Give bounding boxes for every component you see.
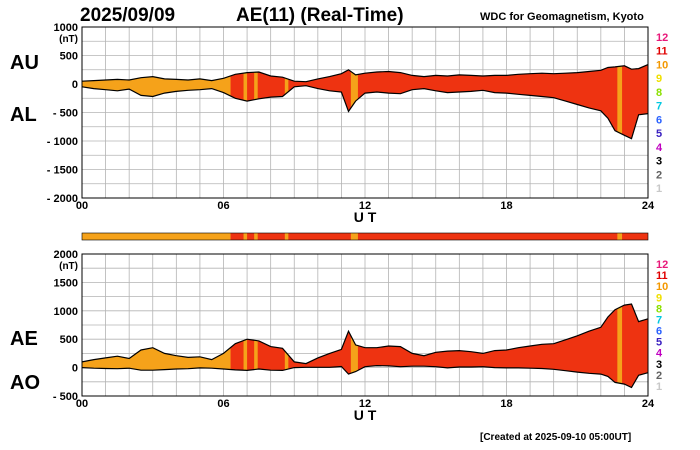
y-tick-label: - 1500 bbox=[47, 165, 78, 177]
station-bar-segment bbox=[254, 233, 258, 240]
x-axis-title: U T bbox=[354, 407, 377, 423]
station-bar-segment bbox=[350, 233, 358, 240]
ae-label: AE bbox=[10, 328, 38, 350]
x-axis-title: U T bbox=[354, 209, 377, 225]
legend-count-label: 3 bbox=[656, 359, 662, 371]
y-tick-label: 0 bbox=[72, 79, 78, 91]
legend-count-label: 11 bbox=[656, 270, 668, 282]
y-tick-label: - 2000 bbox=[47, 193, 78, 205]
source-label: WDC for Geomagnetism, Kyoto bbox=[480, 11, 644, 23]
legend-count-label: 5 bbox=[656, 337, 662, 349]
fill-orange bbox=[350, 304, 358, 388]
series-line-ao bbox=[81, 364, 649, 389]
station-count-bar bbox=[81, 232, 649, 241]
legend-count-label: 6 bbox=[656, 326, 662, 338]
y-tick-label: - 500 bbox=[53, 108, 78, 120]
legend-count-label: 8 bbox=[656, 87, 662, 99]
legend-count-label: 6 bbox=[656, 114, 662, 126]
legend-count-label: 12 bbox=[656, 32, 668, 44]
station-bar-segment bbox=[82, 233, 231, 240]
y-tick-label: 500 bbox=[60, 51, 78, 63]
station-bar-segment bbox=[284, 233, 289, 240]
station-bar-segment bbox=[243, 233, 248, 240]
fill-orange bbox=[254, 304, 258, 388]
station-bar-segment bbox=[617, 233, 623, 240]
unit-label: (nT) bbox=[59, 261, 78, 272]
legend-count-label: 7 bbox=[656, 314, 662, 326]
created-timestamp: [Created at 2025-09-10 05:00UT] bbox=[480, 432, 632, 443]
y-tick-label: 1500 bbox=[54, 277, 78, 289]
unit-label: (nT) bbox=[59, 34, 78, 45]
series-line-ae bbox=[81, 303, 649, 365]
al-label: AL bbox=[10, 104, 37, 126]
x-tick-label: 12 bbox=[359, 200, 371, 212]
fill-orange bbox=[617, 304, 623, 388]
legend-count-label: 11 bbox=[656, 46, 668, 58]
station-bar-frame bbox=[81, 232, 649, 241]
legend-count-label: 4 bbox=[656, 348, 663, 360]
x-tick-label: 06 bbox=[217, 398, 229, 410]
au-label: AU bbox=[10, 52, 39, 74]
legend-count-label: 1 bbox=[656, 381, 662, 393]
plot-frame bbox=[81, 253, 649, 397]
legend-count-label: 1 bbox=[656, 183, 662, 195]
ao-label: AO bbox=[10, 372, 40, 394]
x-tick-label: 24 bbox=[642, 200, 655, 212]
index-title: AE(11) (Real-Time) bbox=[236, 5, 404, 26]
y-tick-label: 1000 bbox=[54, 22, 78, 34]
legend-count-label: 9 bbox=[656, 73, 662, 85]
plot-frame bbox=[81, 26, 649, 199]
legend-count-label: 2 bbox=[656, 370, 662, 382]
x-tick-label: 18 bbox=[500, 398, 512, 410]
legend-count-label: 3 bbox=[656, 156, 662, 168]
x-tick-label: 00 bbox=[76, 200, 88, 212]
legend-count-label: 10 bbox=[656, 281, 668, 293]
x-tick-label: 24 bbox=[642, 398, 655, 410]
y-tick-label: - 500 bbox=[53, 391, 78, 403]
y-tick-label: 0 bbox=[72, 363, 78, 375]
date-title: 2025/09/09 bbox=[80, 5, 176, 26]
legend-count-label: 7 bbox=[656, 101, 662, 113]
legend-count-label: 4 bbox=[656, 142, 663, 154]
panel-1 bbox=[81, 253, 649, 397]
x-tick-label: 06 bbox=[217, 200, 229, 212]
series-line-au bbox=[81, 64, 649, 83]
fill-orange bbox=[243, 304, 248, 388]
legend-count-label: 8 bbox=[656, 303, 662, 315]
x-tick-label: 18 bbox=[500, 200, 512, 212]
legend-count-label: 5 bbox=[656, 128, 662, 140]
series-line-al bbox=[81, 85, 649, 140]
fill-orange bbox=[350, 64, 358, 139]
y-tick-label: 1000 bbox=[54, 306, 78, 318]
legend-count-label: 2 bbox=[656, 169, 662, 181]
y-tick-label: 2000 bbox=[54, 249, 78, 261]
legend-count-label: 10 bbox=[656, 59, 668, 71]
station-bar-base bbox=[82, 233, 648, 240]
x-tick-label: 00 bbox=[76, 398, 88, 410]
y-tick-label: - 1000 bbox=[47, 136, 78, 148]
fill-orange bbox=[617, 64, 623, 139]
x-tick-label: 12 bbox=[359, 398, 371, 410]
legend-count-label: 9 bbox=[656, 292, 662, 304]
legend-count-label: 12 bbox=[656, 259, 668, 271]
y-tick-label: 500 bbox=[60, 334, 78, 346]
panel-0 bbox=[81, 26, 649, 199]
